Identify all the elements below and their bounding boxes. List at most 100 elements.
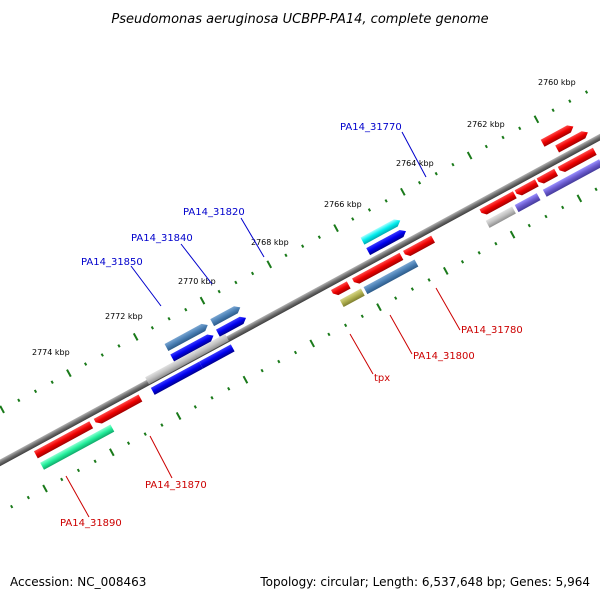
map-title: Pseudomonas aeruginosa UCBPP-PA14, compl… — [111, 12, 488, 27]
minor-tick — [160, 423, 164, 427]
minor-tick — [117, 344, 121, 348]
major-tick — [175, 411, 182, 420]
gene-feature[interactable] — [339, 288, 365, 308]
minor-tick — [360, 314, 364, 319]
gene-feature[interactable] — [145, 351, 198, 385]
gene-feature[interactable] — [352, 252, 404, 286]
minor-tick — [544, 214, 548, 219]
gene-feature[interactable] — [215, 314, 248, 337]
major-tick — [533, 115, 540, 124]
minor-tick — [234, 280, 238, 285]
minor-tick — [50, 380, 54, 384]
minor-tick — [434, 171, 438, 176]
minor-tick — [484, 144, 488, 149]
minor-tick — [527, 223, 531, 228]
gene-feature[interactable] — [93, 394, 143, 426]
minor-tick — [250, 271, 255, 276]
major-tick — [400, 187, 406, 196]
gene-label-tpx[interactable]: tpx — [374, 373, 390, 384]
gene-label-pa14-31820[interactable]: PA14_31820 — [183, 207, 245, 218]
gene-feature[interactable] — [170, 332, 215, 362]
label-leader-lines — [65, 131, 461, 518]
minor-tick — [367, 208, 372, 212]
minor-tick — [460, 260, 465, 264]
gene-feature[interactable] — [150, 361, 203, 395]
gene-feature[interactable] — [555, 129, 590, 153]
gene-label-pa14-31770[interactable]: PA14_31770 — [340, 122, 402, 133]
minor-tick — [26, 495, 30, 500]
gene-label-pa14-31850[interactable]: PA14_31850 — [81, 257, 143, 268]
genome-strand — [0, 90, 600, 509]
minor-tick — [260, 368, 264, 373]
gene-feature[interactable] — [514, 193, 541, 213]
kbp-scale-labels: 2760 kbp 2762 kbp 2764 kbp 2766 kbp 2768… — [32, 78, 576, 357]
minor-tick — [143, 432, 147, 436]
gene-feature[interactable] — [366, 228, 408, 256]
minor-tick — [494, 241, 498, 246]
minor-tick — [584, 90, 589, 94]
minor-tick — [427, 278, 431, 282]
gene-feature[interactable] — [330, 281, 351, 297]
gene-feature[interactable] — [485, 206, 516, 228]
minor-tick — [301, 244, 305, 249]
minor-tick — [327, 332, 331, 337]
minor-tick — [410, 287, 414, 291]
reverse-gene-labels: PA14_31780 PA14_31800 tpx PA14_31870 PA1… — [60, 325, 523, 529]
gene-feature[interactable] — [540, 123, 576, 147]
minor-tick — [10, 504, 14, 509]
gene-feature[interactable] — [403, 235, 435, 258]
kbp-label: 2762 kbp — [467, 120, 505, 129]
kbp-label: 2772 kbp — [105, 312, 143, 321]
gene-label-pa14-31890[interactable]: PA14_31890 — [60, 518, 122, 529]
kbp-label: 2764 kbp — [396, 159, 434, 168]
gene-label-pa14-31840[interactable]: PA14_31840 — [131, 233, 193, 244]
gene-feature[interactable] — [363, 259, 419, 295]
minor-tick — [277, 359, 281, 364]
major-tick — [0, 405, 5, 414]
minor-tick — [184, 307, 188, 312]
kbp-label: 2774 kbp — [32, 348, 70, 357]
gene-feature[interactable] — [33, 421, 94, 459]
gene-feature[interactable] — [164, 322, 210, 351]
minor-tick — [344, 323, 348, 328]
gene-feature[interactable] — [210, 304, 242, 327]
kbp-label: 2768 kbp — [251, 238, 289, 247]
gene-feature[interactable] — [479, 191, 517, 216]
minor-tick — [594, 187, 598, 192]
major-tick — [266, 260, 273, 269]
gene-feature[interactable] — [557, 147, 597, 174]
major-tick — [333, 224, 339, 233]
genome-backbone — [0, 106, 600, 494]
major-tick — [109, 448, 115, 457]
minor-tick — [227, 386, 231, 391]
major-tick — [242, 375, 249, 384]
kbp-tick-row — [0, 90, 589, 414]
forward-gene-labels: PA14_31770 PA14_31820 PA14_31840 PA14_31… — [81, 122, 402, 268]
genome-summary-text: Topology: circular; Length: 6,537,648 bp… — [259, 575, 590, 589]
accession-text: Accession: NC_008463 — [10, 575, 146, 589]
major-tick — [376, 303, 382, 312]
minor-tick — [568, 99, 572, 103]
minor-tick — [518, 126, 522, 131]
gene-feature[interactable] — [360, 217, 403, 245]
gene-label-pa14-31780[interactable]: PA14_31780 — [461, 325, 523, 336]
major-tick — [309, 339, 315, 348]
gene-feature[interactable] — [542, 159, 600, 197]
minor-tick — [217, 289, 221, 294]
minor-tick — [60, 477, 64, 482]
gene-feature[interactable] — [536, 168, 559, 186]
gene-label-pa14-31800[interactable]: PA14_31800 — [413, 351, 475, 362]
gene-feature[interactable] — [193, 333, 229, 359]
kbp-label: 2760 kbp — [538, 78, 576, 87]
gene-feature[interactable] — [199, 344, 235, 369]
minor-tick — [76, 468, 81, 473]
gene-feature[interactable] — [40, 424, 115, 470]
major-tick — [442, 266, 449, 275]
minor-tick — [126, 441, 131, 445]
gene-label-pa14-31870[interactable]: PA14_31870 — [145, 480, 207, 491]
gene-feature[interactable] — [514, 179, 539, 197]
kbp-label: 2766 kbp — [324, 200, 362, 209]
minor-tick — [317, 235, 321, 239]
major-tick — [132, 332, 139, 341]
major-tick — [199, 296, 206, 305]
